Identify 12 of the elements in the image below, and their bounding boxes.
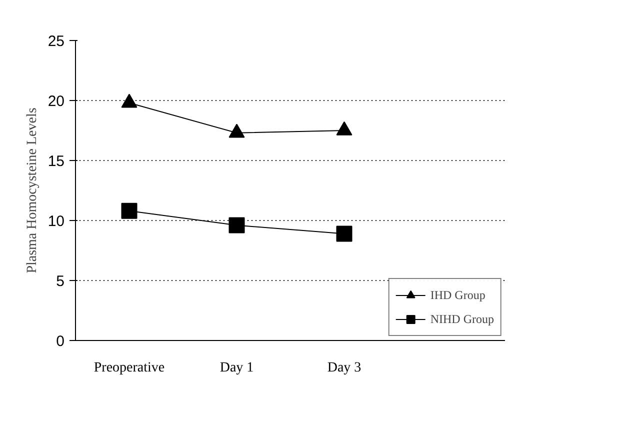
y-tick-label: 20 [48,93,65,110]
legend-label: IHD Group [430,288,486,302]
legend-label: NIHD Group [430,312,494,326]
y-axis-title: Plasma Homocysteine Levels [24,108,40,274]
y-tick-label: 25 [48,33,65,50]
y-tick-label: 15 [48,153,65,170]
y-tick-label: 0 [56,333,64,350]
y-tick-label: 5 [56,273,64,290]
x-tick-label: Day 3 [327,360,362,376]
y-tick-label: 10 [48,213,65,230]
x-tick-label: Day 1 [220,360,254,376]
x-tick-label: Preoperative [94,360,165,376]
